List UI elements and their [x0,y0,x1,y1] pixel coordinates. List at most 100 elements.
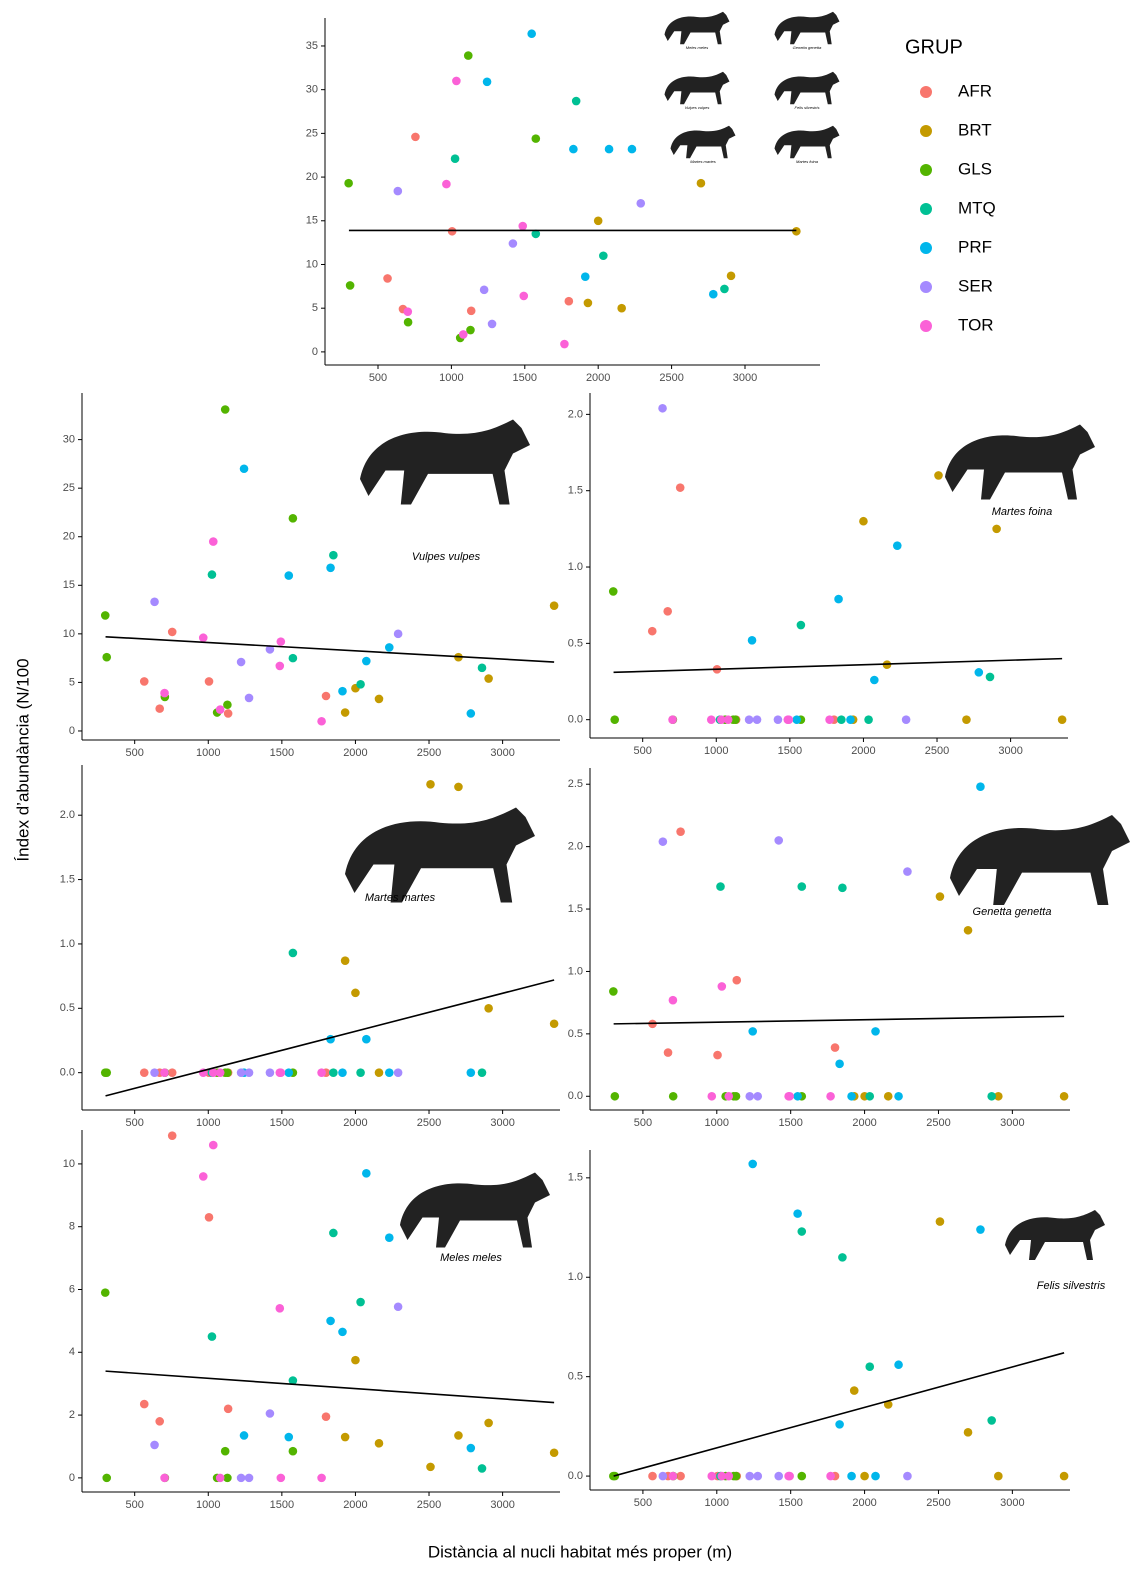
y-axis-title: Índex d’abundància (N/100 [13,658,32,861]
point [669,1092,678,1101]
point [289,949,298,958]
y-tick-label: 0 [69,725,75,737]
point [394,1068,403,1077]
point [160,1474,169,1483]
x-tick-label: 2500 [926,1117,950,1129]
x-tick-label: 500 [634,745,652,757]
x-tick-label: 500 [126,1117,144,1129]
point [976,1225,985,1234]
x-tick-label: 3000 [1000,1497,1024,1509]
y-tick-label: 0.5 [568,637,583,649]
x-tick-label: 2500 [417,747,441,759]
species-label: Vulpes vulpes [412,551,481,563]
point [448,227,457,236]
y-tick-label: 0.5 [568,1371,583,1383]
legend-title: GRUP [905,36,963,58]
point [467,1068,476,1077]
point [322,1412,331,1421]
point [155,704,164,713]
point [628,145,637,154]
point [1060,1092,1069,1101]
point [168,1131,177,1140]
point [870,676,879,685]
point [140,1068,149,1077]
point [748,636,757,645]
point [509,239,518,248]
point [835,1420,844,1429]
x-tick-label: 3000 [998,745,1022,757]
point [329,551,338,560]
point [452,77,461,86]
point [216,1474,225,1483]
point [724,1092,733,1101]
y-tick-label: 0.0 [568,714,583,726]
point [860,1472,869,1481]
point [351,989,360,998]
point [375,1439,384,1448]
x-tick-label: 1500 [778,1497,802,1509]
legend-label: BRT [958,120,992,139]
y-tick-label: 1.0 [568,561,583,573]
point [150,598,159,607]
y-tick-label: 10 [306,258,318,270]
point [584,299,593,308]
x-tick-label: 1000 [705,1117,729,1129]
point [871,1027,880,1036]
point [572,97,581,106]
point [245,1474,254,1483]
point [871,1472,880,1481]
point [1058,715,1067,724]
legend-label: AFR [958,81,992,100]
y-tick-label: 10 [63,1158,75,1170]
point [707,1472,716,1481]
point [774,715,783,724]
point [478,1464,487,1473]
y-tick-label: 5 [312,302,318,314]
point [240,464,249,473]
point [716,882,725,891]
point [532,134,541,143]
y-tick-label: 15 [306,215,318,227]
point [560,340,569,349]
point [617,304,626,313]
point [797,1472,806,1481]
point [707,715,716,724]
x-tick-label: 2500 [926,1497,950,1509]
point [936,1217,945,1226]
point [284,1433,293,1442]
point [140,1400,149,1409]
icon-label: Martes foina [796,159,819,164]
x-tick-label: 3000 [490,1117,514,1129]
x-tick-label: 1000 [439,372,463,384]
point [394,187,403,196]
point [884,1092,893,1101]
point [394,630,403,639]
point [745,715,754,724]
point [362,657,371,666]
point [375,695,384,704]
point [237,658,246,667]
x-tick-label: 1500 [778,745,802,757]
point [745,1092,754,1101]
y-tick-label: 25 [63,482,75,494]
legend-swatch [920,125,932,137]
point [835,1060,844,1069]
legend-swatch [920,242,932,254]
point [344,179,353,188]
point [488,320,497,329]
animal-silhouette [400,1173,550,1248]
point [774,1472,783,1481]
point [659,837,668,846]
point [792,715,801,724]
point [317,717,326,726]
point [459,330,468,339]
point [550,1019,559,1028]
species-label: Felis silvestris [1037,1280,1106,1292]
point [838,1253,847,1262]
point [442,180,451,189]
y-tick-label: 1.5 [568,485,583,497]
point [676,483,685,492]
point [464,51,473,60]
point [284,571,293,580]
point [987,1416,996,1425]
